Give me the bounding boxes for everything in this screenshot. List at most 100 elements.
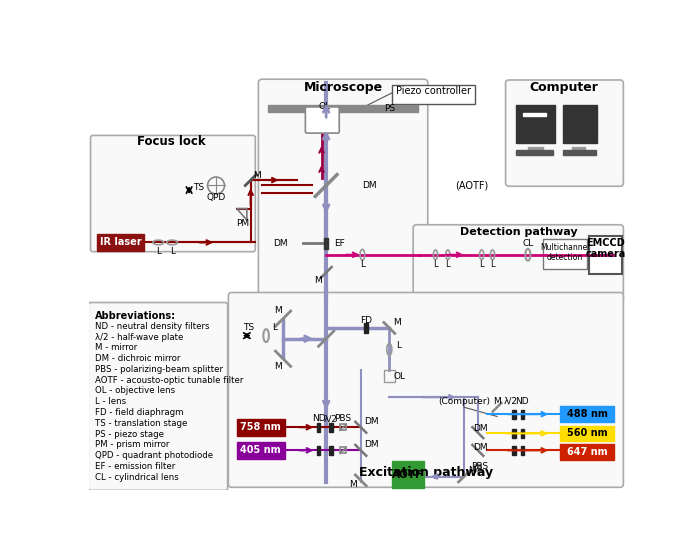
Text: L - lens: L - lens (95, 397, 126, 406)
Text: M: M (315, 276, 322, 285)
Bar (590, 235, 622, 274)
Text: L: L (170, 247, 174, 256)
Text: M: M (274, 362, 281, 371)
FancyBboxPatch shape (91, 136, 255, 252)
Text: (Computer): (Computer) (438, 397, 490, 406)
Bar (523, 113, 546, 116)
Text: 647 nm: 647 nm (567, 447, 607, 457)
Bar (237, 442, 285, 459)
Bar (512, 409, 516, 419)
Text: 405 nm: 405 nm (240, 445, 281, 455)
FancyBboxPatch shape (258, 79, 428, 301)
Bar (517, 150, 554, 155)
Bar (364, 322, 368, 333)
Bar (316, 446, 320, 455)
Bar (560, 407, 614, 422)
Text: IR laser: IR laser (100, 237, 142, 247)
Bar (316, 423, 320, 432)
Text: λ/2: λ/2 (504, 397, 518, 406)
Bar (512, 429, 516, 438)
Text: AOTF - acousto-optic tunable filter: AOTF - acousto-optic tunable filter (95, 376, 244, 385)
Text: ND: ND (515, 397, 528, 406)
Text: L: L (433, 260, 438, 268)
Text: PM: PM (237, 219, 250, 229)
Text: DM - dichroic mirror: DM - dichroic mirror (95, 354, 181, 363)
FancyBboxPatch shape (88, 302, 228, 490)
Bar (325, 238, 328, 249)
Bar (521, 429, 524, 438)
Text: L: L (272, 323, 277, 332)
Bar (521, 446, 524, 455)
Text: PM - prism mirror: PM - prism mirror (95, 440, 170, 449)
Bar (475, 465, 481, 471)
Text: (AOTF): (AOTF) (455, 181, 489, 191)
Text: DM: DM (273, 239, 288, 248)
Text: TS: TS (243, 323, 254, 332)
Bar (340, 447, 346, 453)
Text: TS - translation stage: TS - translation stage (95, 419, 188, 428)
Bar (384, 370, 394, 382)
FancyBboxPatch shape (228, 293, 623, 487)
Text: M: M (393, 318, 401, 327)
Text: CL: CL (522, 240, 533, 249)
Text: M: M (349, 480, 357, 489)
Text: M - mirror: M - mirror (95, 343, 138, 352)
Text: CL - cylindrical lens: CL - cylindrical lens (95, 473, 179, 482)
Text: DM: DM (473, 424, 487, 433)
Text: QPD - quadrant photodiode: QPD - quadrant photodiode (95, 451, 214, 460)
Text: Excitation pathway: Excitation pathway (359, 466, 493, 479)
FancyBboxPatch shape (505, 80, 623, 186)
Text: λ/2 - half-wave plate: λ/2 - half-wave plate (95, 333, 184, 342)
Text: OL - objective lens: OL - objective lens (95, 386, 175, 396)
Text: L: L (445, 260, 450, 268)
Text: PBS: PBS (334, 414, 352, 423)
Text: QPD: QPD (207, 192, 225, 202)
Text: AOTF: AOTF (392, 470, 424, 480)
FancyBboxPatch shape (305, 107, 339, 133)
Text: PBS - polarizing-beam splitter: PBS - polarizing-beam splitter (95, 365, 223, 374)
Text: M: M (468, 466, 475, 475)
Text: M: M (253, 171, 261, 180)
Text: OL: OL (393, 372, 406, 381)
FancyBboxPatch shape (413, 225, 623, 304)
Bar (560, 444, 614, 460)
Text: Abbreviations:: Abbreviations: (95, 311, 177, 321)
Bar (97, 234, 144, 251)
Text: PS - piezo stage: PS - piezo stage (95, 430, 164, 439)
Text: EMCCD
camera: EMCCD camera (586, 238, 626, 260)
Text: L: L (396, 341, 401, 350)
Text: Focus lock: Focus lock (137, 135, 205, 148)
Text: L: L (490, 260, 495, 268)
Text: DM: DM (473, 443, 487, 452)
Text: M: M (274, 306, 281, 316)
Text: DM: DM (362, 181, 377, 190)
Text: FD: FD (360, 316, 372, 325)
Text: L: L (156, 247, 161, 256)
Text: Piezo controller: Piezo controller (396, 86, 470, 96)
Text: PBS: PBS (472, 462, 489, 471)
Text: EF - emission filter: EF - emission filter (95, 462, 175, 471)
Text: 758 nm: 758 nm (240, 422, 281, 432)
Text: OL: OL (318, 102, 330, 111)
Bar (572, 147, 585, 151)
Text: 560 nm: 560 nm (567, 429, 607, 439)
Text: DM: DM (364, 440, 379, 450)
Bar (237, 419, 285, 436)
Text: Computer: Computer (530, 81, 598, 94)
Text: EF: EF (334, 239, 345, 248)
Bar (517, 105, 555, 143)
Bar (512, 446, 516, 455)
Text: TS: TS (193, 182, 205, 192)
Text: DM: DM (364, 417, 379, 426)
Text: ND: ND (311, 414, 325, 423)
Bar (560, 426, 614, 441)
Bar (392, 85, 475, 104)
Text: Multichannel
detection: Multichannel detection (540, 243, 590, 262)
Text: L: L (360, 260, 365, 268)
Bar (267, 105, 418, 112)
Bar (543, 239, 587, 269)
Text: Microscope: Microscope (304, 81, 383, 94)
Bar (563, 105, 597, 143)
Bar (340, 424, 346, 430)
Bar (563, 150, 595, 155)
